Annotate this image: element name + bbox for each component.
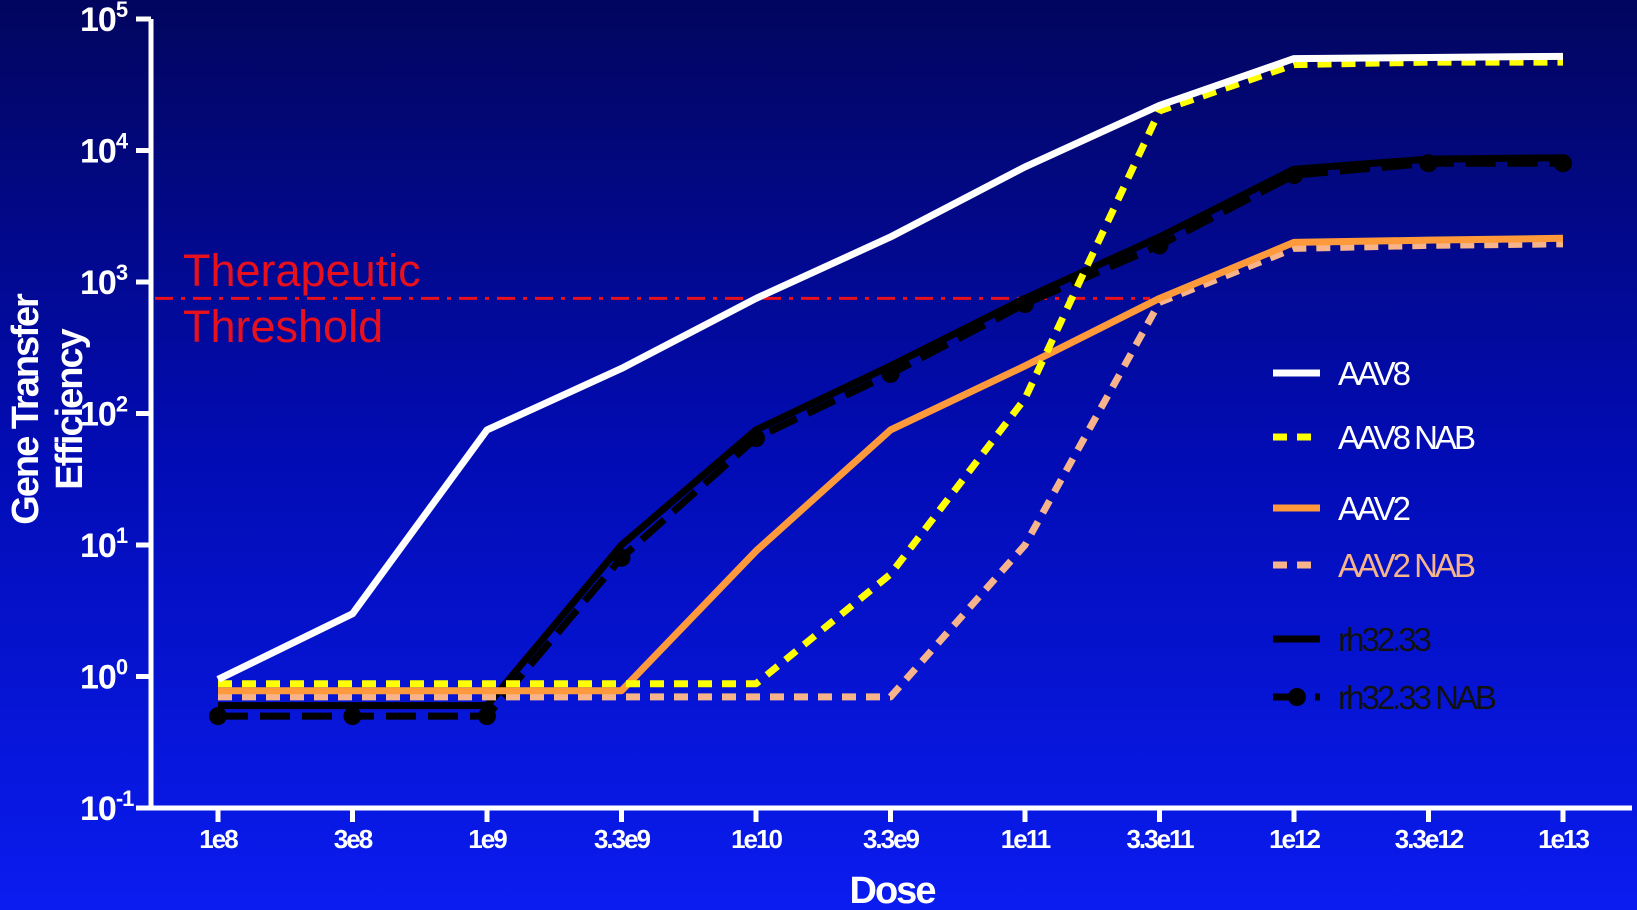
- x-tick-label: 1e11: [1001, 824, 1051, 854]
- series-aav8-nab: [218, 58, 1563, 688]
- series-rh32-33: [218, 154, 1564, 710]
- legend-label: rh32.33 NAB: [1338, 679, 1496, 716]
- data-point-rh32-33-nab: [343, 707, 362, 726]
- y-axis-title-line2: Efficiency: [49, 328, 91, 489]
- series-line-aav2: [218, 234, 1564, 695]
- x-tick-label: 3.3e12: [1395, 824, 1464, 854]
- legend-entry-aav8-nab: AAV8 NAB: [1273, 419, 1478, 456]
- y-tick-label: 102: [80, 392, 128, 434]
- x-tick-label: 3.3e9: [863, 824, 920, 854]
- x-tick-label: 3.3e11: [1126, 824, 1194, 854]
- data-point-rh32-33-nab: [478, 707, 496, 726]
- x-tick-label: 3e8: [334, 824, 373, 854]
- legend-entry-aav2-nab: AAV2 NAB: [1273, 547, 1478, 584]
- x-tick-label: 1e12: [1269, 824, 1320, 854]
- data-point-rh32-33-nab: [209, 707, 227, 726]
- x-tick-label: 1e8: [199, 824, 238, 854]
- y-tick-label: 105: [80, 0, 128, 39]
- legend-label: AAV2: [1338, 490, 1410, 527]
- series-aav8: [216, 52, 1564, 683]
- y-tick-label: 104: [80, 129, 129, 171]
- legend-entry-rh32-33-nab: rh32.33 NAB: [1273, 679, 1499, 716]
- y-tick-label: 100: [80, 655, 128, 697]
- series-aav2-nab: [218, 240, 1564, 701]
- threshold-label-line2: Threshold: [183, 301, 383, 352]
- legend-label: AAV8: [1338, 355, 1410, 392]
- y-tick-label: 101: [80, 523, 128, 565]
- series-aav2: [218, 234, 1564, 695]
- legend-label: rh32.33: [1338, 621, 1431, 658]
- x-tick-label: 1e10: [731, 824, 782, 854]
- series-line-aav8: [216, 52, 1564, 683]
- y-axis-title-line1: Gene Transfer: [5, 293, 47, 525]
- y-tick-label: 103: [80, 260, 128, 302]
- legend-entry-aav2: AAV2: [1273, 490, 1413, 527]
- threshold-label-line1: Therapeutic: [183, 245, 421, 296]
- x-axis-title: Dose: [850, 870, 936, 910]
- series-line-rh32-33: [218, 154, 1564, 710]
- x-tick-label: 1e13: [1538, 824, 1589, 854]
- series-line-aav8-nab: [218, 58, 1563, 688]
- x-tick-label: 3.3e9: [594, 824, 651, 854]
- legend-label: AAV8 NAB: [1338, 419, 1475, 456]
- legend-label: AAV2 NAB: [1338, 547, 1475, 584]
- x-tick-label: 1e9: [468, 824, 507, 854]
- legend-entry-rh32-33: rh32.33: [1273, 621, 1434, 658]
- legend-marker: [1288, 688, 1306, 706]
- series-line-aav2-nab: [218, 240, 1564, 701]
- legend-entry-aav8: AAV8: [1273, 355, 1413, 392]
- y-tick-label: 10-1: [80, 786, 134, 828]
